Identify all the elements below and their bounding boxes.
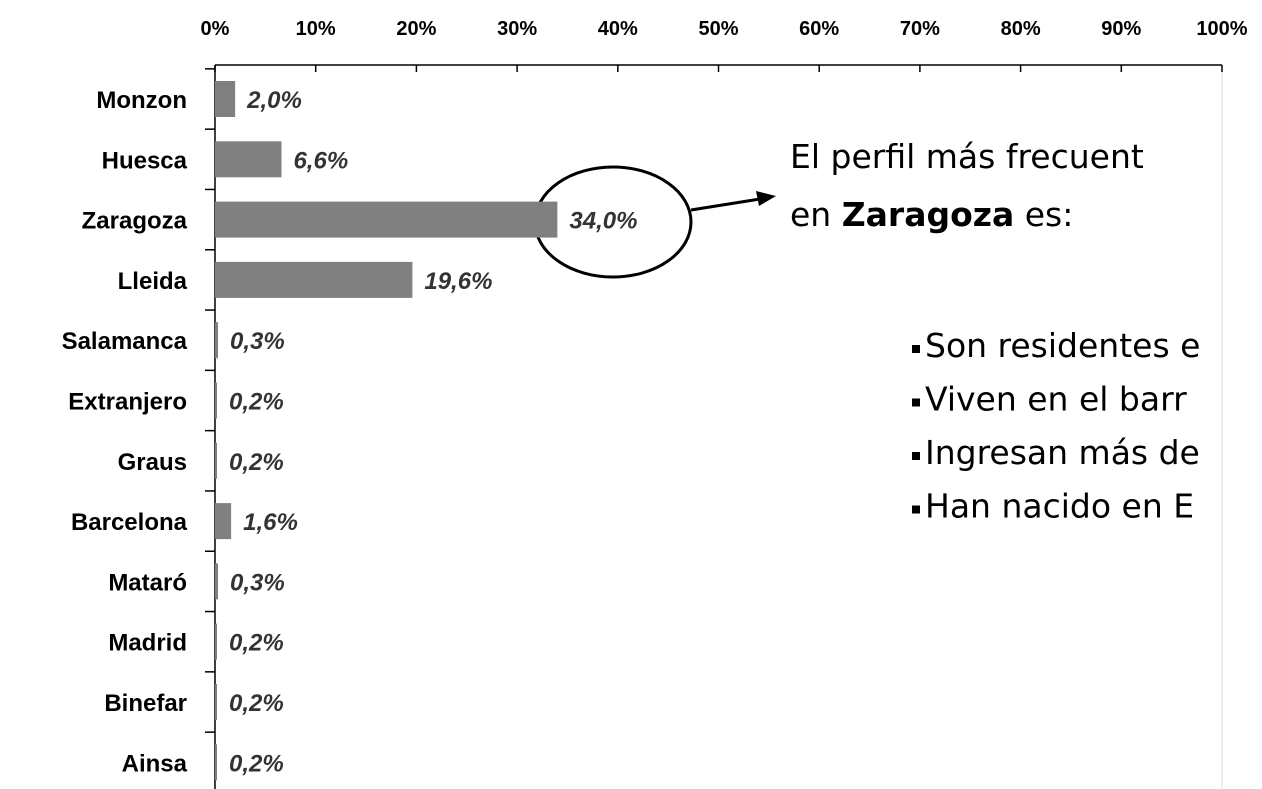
category-label: Barcelona — [71, 509, 188, 536]
value-label: 0,2% — [229, 630, 284, 657]
category-label: Binefar — [104, 690, 187, 717]
x-tick-label: 100% — [1196, 18, 1247, 40]
x-tick-label: 60% — [799, 18, 839, 40]
arrow-head — [756, 191, 776, 206]
value-label: 34,0% — [569, 208, 637, 235]
annotation-line: en Zaragoza es: — [790, 195, 1073, 234]
annotation-text: es: — [1014, 195, 1073, 234]
value-label: 0,3% — [230, 328, 285, 355]
bullet-text: Ingresan más de — [925, 433, 1200, 472]
x-tick-label: 0% — [201, 18, 230, 40]
bar — [215, 201, 558, 238]
bullet-marker — [912, 345, 920, 353]
bullet-marker — [912, 452, 920, 460]
bar — [215, 261, 413, 298]
value-label: 2,0% — [246, 87, 302, 114]
category-label: Salamanca — [62, 328, 188, 355]
bar — [215, 81, 236, 117]
bullet-marker — [912, 398, 920, 407]
value-label: 0,2% — [229, 389, 284, 416]
bar — [215, 563, 219, 600]
category-label: Ainsa — [122, 750, 188, 777]
value-label: 0,2% — [229, 690, 284, 717]
x-tick-label: 10% — [296, 18, 336, 40]
category-label: Zaragoza — [82, 208, 188, 235]
bullet-marker — [912, 505, 920, 514]
category-label: Extranjero — [68, 389, 187, 416]
bullet-text: Han nacido en E — [925, 487, 1194, 526]
x-tick-label: 70% — [900, 18, 940, 40]
bar — [215, 623, 218, 660]
x-tick-label: 20% — [396, 18, 436, 40]
x-tick-label: 30% — [497, 18, 537, 40]
arrow-line — [690, 197, 761, 212]
x-tick-label: 40% — [598, 18, 638, 40]
bar — [215, 382, 218, 419]
annotation-bold: Zaragoza — [842, 195, 1015, 234]
value-label: 0,2% — [229, 750, 284, 777]
bar — [215, 322, 219, 359]
bullet-text: Son residentes e — [925, 326, 1200, 365]
bullet-text: Viven en el barr — [925, 380, 1187, 419]
bar — [215, 503, 232, 540]
x-tick-label: 80% — [1001, 18, 1041, 40]
value-label: 6,6% — [293, 147, 348, 174]
value-label: 0,2% — [229, 449, 284, 476]
category-label: Mataró — [108, 569, 187, 596]
value-label: 1,6% — [243, 509, 298, 536]
category-label: Graus — [118, 449, 187, 476]
bullet-list: Son residentes e Viven en el barr Ingresan… — [912, 326, 1200, 526]
category-label: Monzon — [96, 87, 187, 114]
x-tick-label: 50% — [698, 18, 738, 40]
annotation-text: en — [790, 195, 842, 234]
category-label: Lleida — [118, 268, 188, 295]
value-label: 0,3% — [230, 569, 285, 596]
bar — [215, 442, 218, 479]
annotation-line: El perfil más frecuent — [790, 137, 1144, 176]
x-tick-label: 90% — [1101, 18, 1141, 40]
bar — [215, 744, 218, 781]
bar — [215, 684, 218, 720]
bar — [215, 141, 282, 178]
category-label: Huesca — [102, 147, 188, 174]
value-label: 19,6% — [424, 268, 492, 295]
category-label: Madrid — [108, 630, 187, 657]
